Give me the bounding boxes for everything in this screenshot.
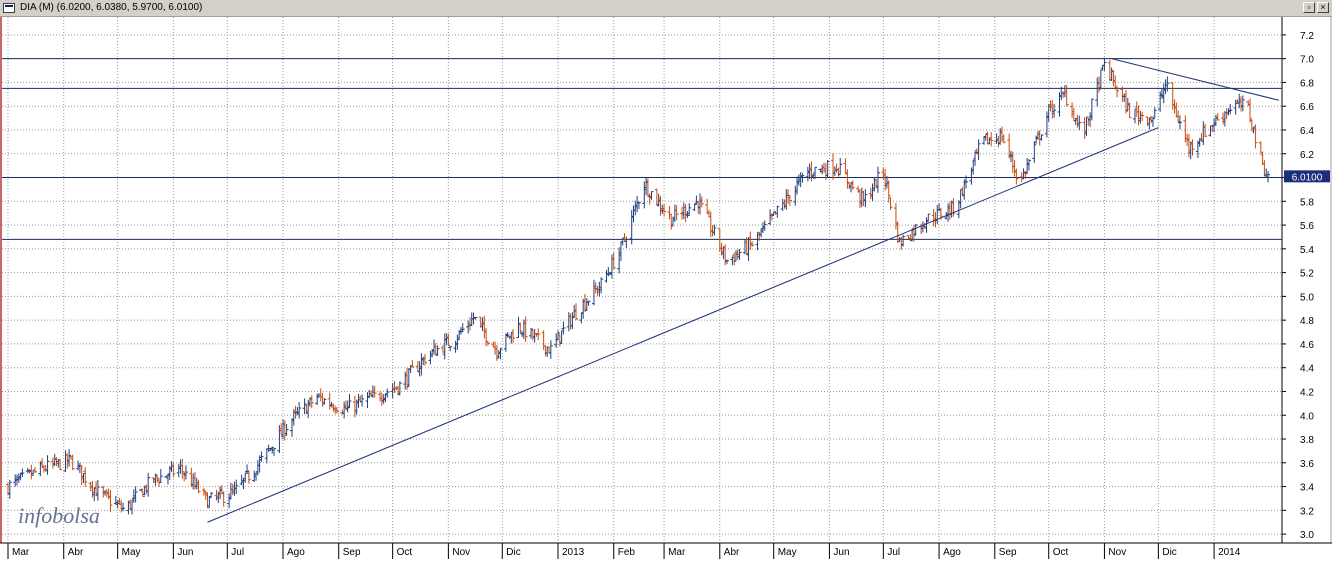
last-price-label: 6.0100 [1292, 172, 1323, 183]
x-tick-label: Oct [397, 547, 413, 558]
close-button[interactable]: × [1317, 2, 1329, 13]
x-tick-label: Jul [887, 547, 900, 558]
y-tick-label: 3.8 [1300, 435, 1314, 446]
x-tick-label: Ago [287, 547, 305, 558]
trendline [1111, 58, 1279, 101]
y-tick-label: 4.0 [1300, 411, 1314, 422]
y-tick-label: 4.6 [1300, 340, 1314, 351]
chart-area: 3.0 3.2 3.4 3.6 3.8 4.0 4.2 4.4 4.6 4.8 5.0 5.2 5.4 5… [0, 17, 1332, 561]
y-tick-label: 3.2 [1300, 506, 1314, 517]
last-price-marker [1284, 170, 1330, 183]
y-tick-label: 6.4 [1300, 126, 1314, 137]
y-tick-label: 4.4 [1300, 364, 1314, 375]
x-tick-label: Dic [506, 547, 520, 558]
x-tick-label: Mar [12, 547, 30, 558]
x-tick-label: Ago [943, 547, 961, 558]
y-tick-label: 5.8 [1300, 197, 1314, 208]
y-tick-label: 6.8 [1300, 78, 1314, 89]
x-tick-label: Feb [618, 547, 636, 558]
x-tick-label: Jun [177, 547, 193, 558]
y-tick-label: 6.6 [1300, 102, 1314, 113]
x-tick-label: Mar [668, 547, 686, 558]
x-tick-label: 2014 [1218, 547, 1241, 558]
window-title: DIA (M) (6.0200, 6.0380, 5.9700, 6.0100) [20, 2, 203, 13]
x-tick-label: Abr [68, 547, 84, 558]
x-tick-label: Nov [1108, 547, 1126, 558]
x-tick-label: May [122, 547, 141, 558]
chart-window-icon [3, 3, 15, 13]
y-tick-label: 5.4 [1300, 245, 1314, 256]
x-axis-panel [0, 543, 1332, 561]
x-tick-label: Sep [343, 547, 361, 558]
y-tick-label: 7.2 [1300, 31, 1314, 42]
x-tick-label: Abr [724, 547, 740, 558]
y-tick-label: 3.6 [1300, 459, 1314, 470]
x-tick-label: Jun [833, 547, 849, 558]
x-tick-label: Nov [452, 547, 470, 558]
x-tick-label: 2013 [562, 547, 585, 558]
trendline [207, 127, 1159, 523]
x-tick-label: May [778, 547, 797, 558]
y-tick-label: 6.2 [1300, 150, 1314, 161]
x-tick-label: Dic [1162, 547, 1176, 558]
x-tick-label: Oct [1053, 547, 1069, 558]
y-tick-label: 5.0 [1300, 292, 1314, 303]
y-tick-label: 4.2 [1300, 387, 1314, 398]
y-tick-label: 4.8 [1300, 316, 1314, 327]
window-titlebar: DIA (M) (6.0200, 6.0380, 5.9700, 6.0100)… [0, 0, 1332, 17]
price-chart: 3.0 3.2 3.4 3.6 3.8 4.0 4.2 4.4 4.6 4.8 5.0 5.2 5.4 5… [0, 17, 1332, 561]
plot-background [2, 17, 1282, 543]
infobolsa-logo: infobolsa [18, 503, 100, 528]
y-tick-label: 7.0 [1300, 55, 1314, 66]
x-tick-label: Jul [231, 547, 244, 558]
y-tick-label: 3.4 [1300, 483, 1314, 494]
restore-button[interactable]: ▫ [1303, 2, 1315, 13]
x-tick-label: Sep [999, 547, 1017, 558]
y-tick-label: 5.6 [1300, 221, 1314, 232]
y-axis-panel [1282, 17, 1330, 543]
y-tick-label: 5.2 [1300, 269, 1314, 280]
y-tick-label: 3.0 [1300, 530, 1314, 541]
